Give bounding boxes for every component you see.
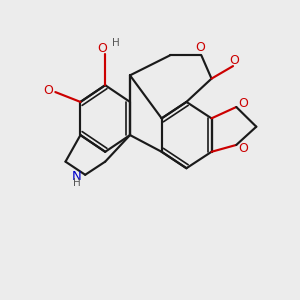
Text: O: O [238,97,248,110]
Text: N: N [72,170,82,183]
Text: H: H [73,178,81,188]
Text: O: O [238,142,248,155]
Text: O: O [230,54,239,67]
Text: O: O [97,42,107,55]
Text: O: O [195,41,205,54]
Text: O: O [43,84,53,97]
Text: H: H [112,38,120,47]
